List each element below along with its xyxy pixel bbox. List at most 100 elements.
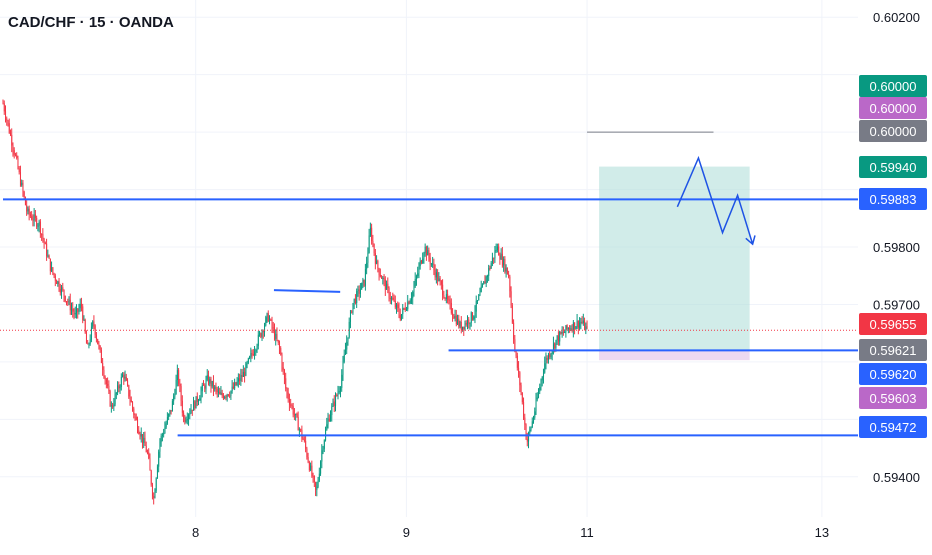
y-tick-label: 0.59400	[873, 470, 920, 485]
candle-body	[64, 295, 66, 302]
candle-body	[153, 496, 155, 498]
candle-body	[256, 345, 258, 351]
candle-body	[388, 287, 390, 298]
candle-body	[58, 281, 60, 290]
candle-body	[474, 311, 476, 317]
candle-body	[302, 438, 304, 440]
candle-body	[264, 325, 266, 333]
candle-body	[574, 322, 576, 330]
candle-body	[214, 386, 216, 390]
candle-body	[133, 408, 135, 415]
candle-body	[29, 214, 31, 217]
candle-body	[495, 250, 497, 252]
candle-body	[453, 316, 455, 319]
candle-body	[130, 400, 132, 403]
candle-body	[457, 318, 459, 325]
candle-body	[5, 111, 7, 119]
price-badges: 0.60000 0.60000 0.60000 0.59940 0.59883 0.596…	[859, 75, 927, 438]
candle-body	[62, 287, 64, 290]
candle-body	[504, 258, 506, 272]
candle-body	[272, 327, 274, 329]
candle-body	[88, 343, 90, 345]
candle-body	[544, 363, 546, 373]
candle-body	[53, 273, 55, 276]
candle-body	[383, 277, 385, 280]
candle-body	[417, 273, 419, 277]
candle-body	[377, 260, 379, 269]
candle-body	[356, 291, 358, 304]
candle-body	[137, 419, 139, 431]
candle-body	[409, 300, 411, 304]
candle-body	[373, 243, 375, 254]
candle-body	[54, 275, 56, 281]
candle-body	[265, 317, 267, 326]
candle-body	[571, 328, 573, 332]
candle-body	[406, 309, 408, 311]
candle-body	[307, 457, 309, 463]
candle-body	[84, 319, 86, 333]
projection-arrowhead	[745, 235, 756, 246]
candle-body	[49, 258, 51, 272]
candle-body	[528, 432, 530, 442]
candle-body	[488, 267, 490, 277]
candle-body	[83, 319, 85, 321]
candle-body	[419, 260, 421, 267]
candle-body	[567, 328, 569, 330]
candle-body	[440, 281, 442, 285]
price-badge	[859, 313, 927, 335]
candle-body	[128, 385, 130, 397]
x-tick-label: 9	[403, 525, 410, 540]
candle-body	[336, 394, 338, 396]
candle-body	[100, 350, 102, 364]
candle-body	[267, 313, 269, 322]
candle-body	[335, 394, 337, 406]
candle-body	[42, 234, 44, 239]
candle-body	[216, 388, 218, 393]
candle-body	[144, 437, 146, 446]
candle-body	[260, 333, 262, 337]
candle-body	[479, 292, 481, 296]
candle-body	[494, 250, 496, 259]
candle-body	[374, 253, 376, 264]
candle-body	[61, 287, 63, 293]
candle-body	[288, 399, 290, 405]
stop-zone	[599, 350, 750, 361]
candle-body	[548, 354, 550, 360]
candle-body	[449, 300, 451, 303]
candle-body	[559, 331, 561, 342]
candle-body	[389, 297, 391, 300]
candle-body	[266, 313, 268, 318]
candle-body	[513, 322, 515, 340]
candle-body	[352, 303, 354, 313]
candle-body	[490, 263, 492, 269]
candle-body	[477, 300, 479, 302]
candle-body	[315, 482, 317, 490]
candle-body	[300, 429, 302, 431]
candle-body	[545, 357, 547, 364]
candle-body	[482, 284, 484, 287]
candle-body	[255, 350, 257, 352]
candle-body	[218, 391, 220, 393]
candle-body	[519, 372, 521, 386]
candle-body	[354, 298, 356, 304]
price-badge	[859, 363, 927, 385]
candle-body	[551, 350, 553, 354]
candle-body	[154, 490, 156, 498]
candle-body	[515, 350, 517, 356]
candle-body	[241, 375, 243, 377]
candle-body	[274, 328, 276, 339]
candle-body	[491, 257, 493, 264]
candle-body	[242, 371, 244, 377]
candle-body	[554, 343, 556, 349]
position-zones	[599, 166, 750, 361]
candle-body	[251, 353, 253, 355]
candle-body	[337, 391, 339, 396]
candle-body	[341, 374, 343, 388]
candle-body	[503, 258, 505, 266]
candle-body	[87, 343, 89, 345]
y-tick-label: 0.59700	[873, 297, 920, 312]
candle-body	[2, 103, 4, 105]
candle-body	[24, 197, 26, 206]
